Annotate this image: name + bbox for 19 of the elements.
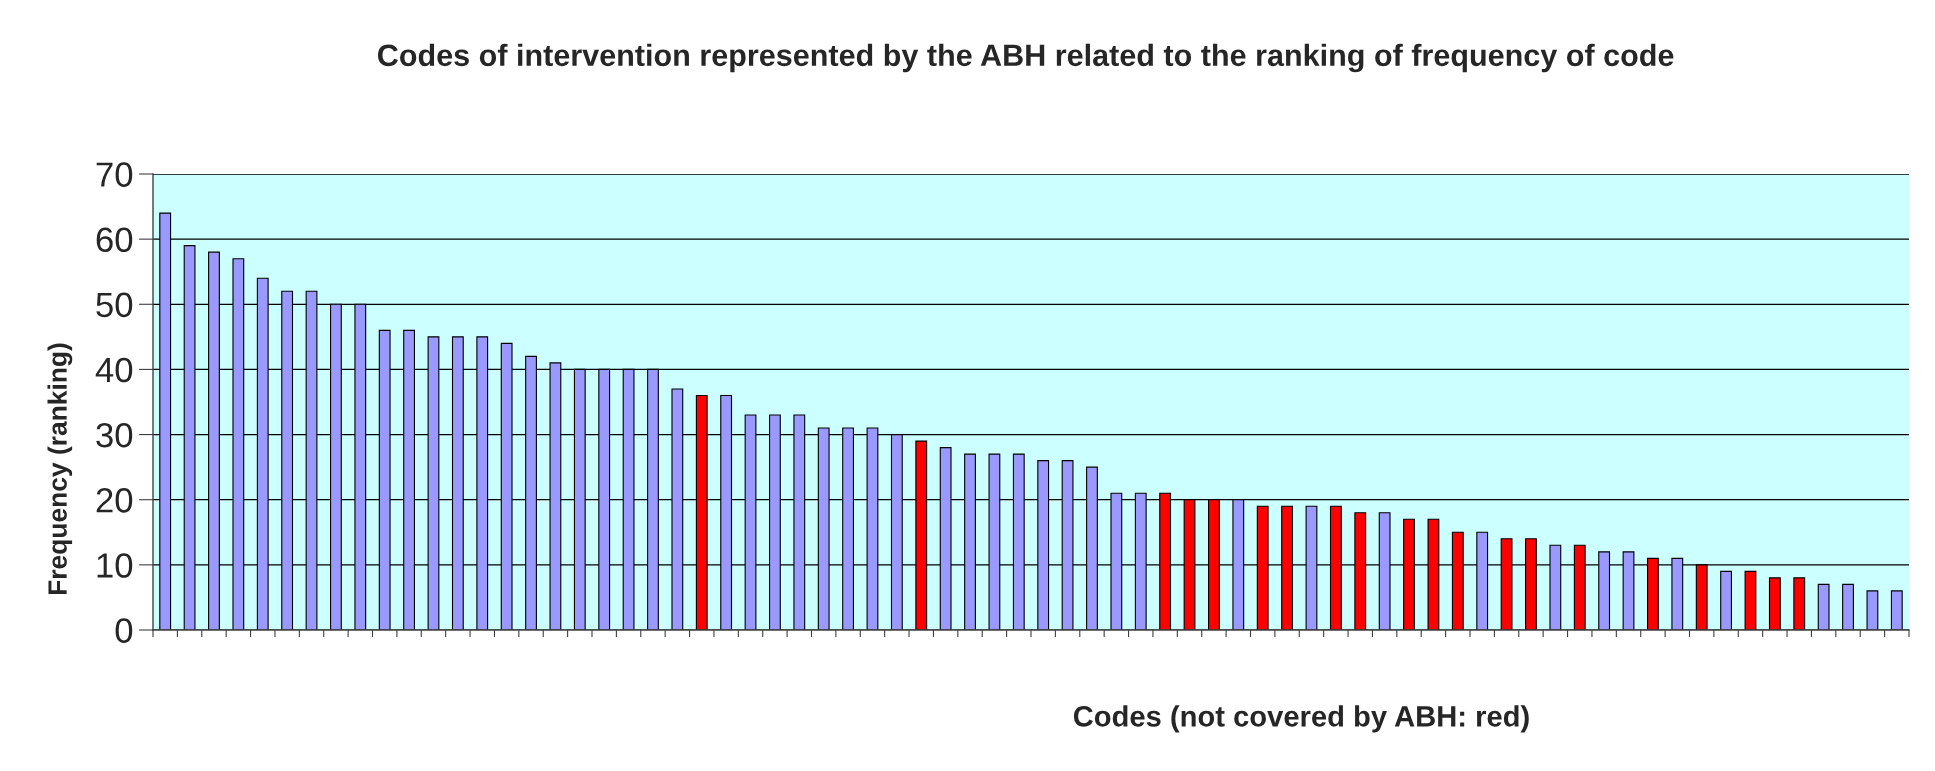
y-tick-label: 60: [96, 227, 133, 253]
y-tick-label: 0: [115, 618, 133, 643]
y-tick-label: 10: [97, 553, 133, 578]
chart-title: Codes of intervention represented by the ABH related to the ranking of frequency of code: [378, 43, 1674, 73]
bar: [1890, 590, 1903, 630]
y-tick-label: 40: [95, 357, 133, 383]
x-axis-title: Codes (not covered by ABH: red): [1073, 705, 1529, 733]
bar: [1744, 570, 1757, 630]
bar: [1768, 577, 1781, 630]
y-axis-title: Frequency (ranking): [47, 343, 73, 595]
y-tick-label: 20: [96, 488, 133, 513]
bar: [1793, 577, 1806, 630]
y-tick-label: 70: [96, 162, 133, 187]
y-tick-label: 50: [96, 292, 133, 318]
bar: [1720, 570, 1733, 630]
bar: [1842, 583, 1854, 630]
y-tick-label: 30: [96, 422, 133, 448]
bar: [1817, 583, 1830, 630]
bar: [1866, 590, 1879, 630]
